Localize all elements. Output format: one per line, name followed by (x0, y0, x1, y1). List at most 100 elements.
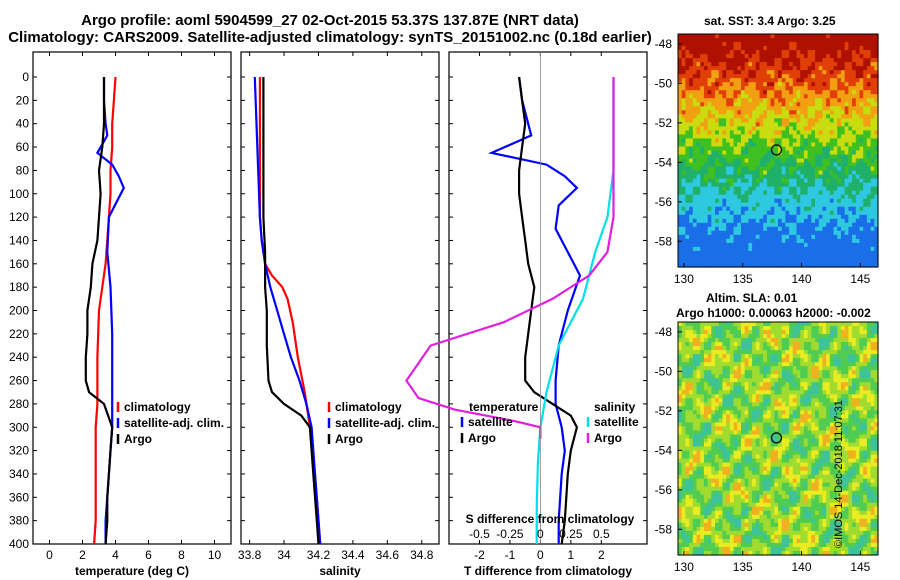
sst-map-cell (833, 98, 838, 103)
sst-map-cell (774, 54, 779, 59)
sla-map-cell (763, 330, 768, 335)
sst-map-cell (829, 102, 835, 107)
sst-map-cell (844, 98, 849, 103)
sst-map-cell (740, 54, 746, 59)
sla-map-cell (874, 406, 879, 411)
sst-map-cell (818, 42, 824, 47)
sla-map-cell (818, 374, 824, 379)
sst-map-cell (740, 138, 746, 144)
sst-map-cell (752, 130, 757, 136)
sla-map-cell (807, 330, 812, 335)
sst-map-cell (781, 66, 786, 71)
sst-map-cell (737, 170, 742, 176)
sla-map-cell (870, 322, 875, 327)
sla-map-cell (692, 382, 698, 387)
sst-map-cell (726, 226, 731, 232)
sla-map-cell (833, 326, 838, 331)
sst-map-cell (866, 102, 872, 107)
sst-map-cell (785, 82, 790, 87)
sla-map-cell (796, 346, 801, 351)
sst-map-cell (678, 194, 683, 200)
sst-map-cell (796, 66, 801, 71)
sst-map-cell (740, 250, 746, 256)
sst-map-cell (763, 238, 768, 244)
sst-map-cell (755, 258, 761, 264)
sla-map-cell (685, 418, 690, 424)
diff-xtick-label: 0 (537, 548, 544, 562)
sst-map-cell (692, 210, 698, 216)
sla-map-cell (859, 430, 864, 436)
sst-map-cell (874, 210, 879, 216)
sla-map-cell (800, 398, 805, 403)
sst-map-cell (789, 118, 794, 123)
sst-map-cell (829, 226, 835, 232)
sst-map-cell (685, 162, 690, 168)
sst-map-cell (844, 198, 849, 204)
sla-map-cell (859, 378, 864, 383)
sla-map-cell (752, 430, 757, 436)
sla-map-cell (722, 374, 727, 379)
sst-map-cell (866, 166, 872, 172)
sst-map-cell (863, 130, 868, 136)
sla-map-cell (855, 370, 861, 375)
sst-map-cell (863, 154, 868, 160)
sla-map-cell (800, 390, 805, 395)
sst-map-cell (744, 174, 749, 180)
sst-map-cell (766, 226, 772, 232)
sst-map-cell (711, 126, 716, 132)
sst-map-cell (863, 230, 868, 236)
sst-map-cell (866, 258, 872, 264)
sst-map-cell (870, 82, 875, 87)
sst-map-cell (848, 206, 853, 212)
sst-map-cell (766, 258, 772, 264)
sst-map-cell (792, 186, 798, 192)
sla-map-cell (703, 426, 709, 432)
sst-map-cell (748, 202, 753, 208)
sst-map-cell (785, 242, 790, 248)
sla-map-cell (781, 422, 786, 428)
sla-map-cell (863, 326, 868, 331)
sst-map-cell (703, 166, 709, 172)
sst-map-cell (703, 202, 709, 208)
sst-map-cell (692, 130, 698, 136)
sst-map-cell (759, 66, 764, 71)
sla-map-cell (729, 414, 735, 420)
sst-map-cell (678, 250, 683, 256)
sst-map-cell (796, 50, 801, 55)
sla-map-cell (852, 402, 857, 407)
sst-map-cell (792, 150, 798, 156)
sla-map-cell (700, 362, 705, 367)
sst-map-cell (740, 62, 746, 67)
sst-map-cell (840, 146, 846, 152)
sst-map-cell (748, 242, 753, 248)
sla-map-cell (848, 390, 853, 395)
sst-map-cell (781, 162, 786, 168)
sst-map-cell (737, 198, 742, 204)
sst-map-cell (685, 234, 690, 240)
sla-map-cell (789, 422, 794, 428)
sla-map-cell (759, 422, 764, 428)
sst-map-cell (685, 130, 690, 136)
sst-map-cell (722, 142, 727, 148)
sla-map-cell (759, 398, 764, 403)
sla-map-cell (811, 350, 816, 355)
sst-map-cell (829, 42, 835, 47)
sla-map-cell (696, 358, 701, 363)
sst-map-cell (840, 242, 846, 248)
sst-map-cell (822, 150, 827, 156)
sst-map-cell (811, 198, 816, 204)
sst-map-cell (833, 58, 838, 63)
sst-map-cell (789, 170, 794, 176)
sla-map-cell (800, 410, 805, 415)
sst-map-cell (711, 118, 716, 123)
sla-map-cell (778, 410, 783, 415)
sst-map-cell (837, 254, 842, 260)
sla-map-cell (707, 418, 712, 424)
sst-map-cell (740, 218, 746, 224)
sst-map-cell (829, 78, 835, 83)
sst-map-cell (689, 254, 694, 260)
sst-map-cell (737, 246, 742, 252)
sst-map-cell (840, 150, 846, 156)
sla-map-cell (789, 406, 794, 411)
sst-map-cell (796, 218, 801, 224)
